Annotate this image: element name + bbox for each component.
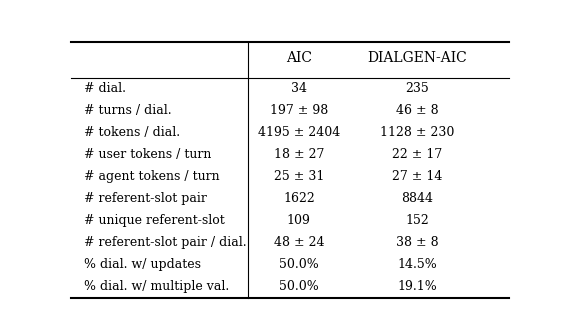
Text: 38 ± 8: 38 ± 8 (396, 236, 439, 249)
Text: 18 ± 27: 18 ± 27 (273, 148, 324, 161)
Text: AIC: AIC (286, 51, 312, 66)
Text: 1128 ± 230: 1128 ± 230 (380, 126, 454, 139)
Text: 50.0%: 50.0% (279, 258, 319, 271)
Text: # referent-slot pair / dial.: # referent-slot pair / dial. (84, 236, 247, 249)
Text: 109: 109 (287, 214, 311, 227)
Text: 27 ± 14: 27 ± 14 (392, 170, 443, 183)
Text: 46 ± 8: 46 ± 8 (396, 104, 439, 117)
Text: 25 ± 31: 25 ± 31 (273, 170, 324, 183)
Text: # turns / dial.: # turns / dial. (84, 104, 171, 117)
Text: 1622: 1622 (283, 192, 315, 205)
Text: 14.5%: 14.5% (397, 258, 437, 271)
Text: 22 ± 17: 22 ± 17 (392, 148, 443, 161)
Text: # agent tokens / turn: # agent tokens / turn (84, 170, 220, 183)
Text: % dial. w/ multiple val.: % dial. w/ multiple val. (84, 280, 229, 293)
Text: # unique referent-slot: # unique referent-slot (84, 214, 225, 227)
Text: 8844: 8844 (401, 192, 434, 205)
Text: # tokens / dial.: # tokens / dial. (84, 126, 180, 139)
Text: # dial.: # dial. (84, 82, 126, 95)
Text: 50.0%: 50.0% (279, 280, 319, 293)
Text: % dial. w/ updates: % dial. w/ updates (84, 258, 201, 271)
Text: 34: 34 (291, 82, 307, 95)
Text: 48 ± 24: 48 ± 24 (273, 236, 324, 249)
Text: 4195 ± 2404: 4195 ± 2404 (258, 126, 340, 139)
Text: # user tokens / turn: # user tokens / turn (84, 148, 211, 161)
Text: # referent-slot pair: # referent-slot pair (84, 192, 207, 205)
Text: 19.1%: 19.1% (397, 280, 437, 293)
Text: DIALGEN-AIC: DIALGEN-AIC (367, 51, 467, 66)
Text: 197 ± 98: 197 ± 98 (270, 104, 328, 117)
Text: 152: 152 (405, 214, 429, 227)
Text: 235: 235 (405, 82, 429, 95)
